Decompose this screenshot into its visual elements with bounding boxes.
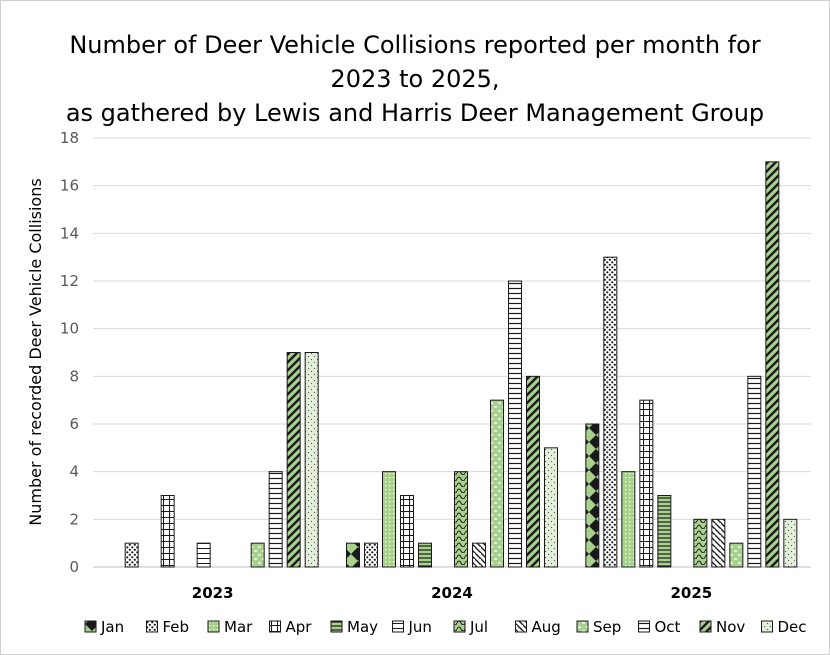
legend-label-Jul: Jul — [469, 618, 488, 636]
bar-2024-May — [418, 542, 432, 568]
legend-swatch-Feb — [146, 620, 158, 633]
bar-2023-Oct — [268, 471, 283, 568]
legend-label-Jun: Jun — [408, 618, 432, 636]
bar-2025-Apr — [639, 399, 654, 568]
legend-label-Dec: Dec — [778, 618, 807, 636]
chart-title: Number of Deer Vehicle Collisions report… — [66, 31, 764, 127]
bar-2024-Sep — [490, 399, 504, 568]
bar-2024-Mar — [382, 471, 396, 568]
legend-swatch-Dec — [761, 620, 773, 633]
bar-2025-Jan — [585, 423, 600, 568]
y-axis-ticks: 0 2 4 6 8 10 12 14 16 18 — [60, 129, 79, 576]
gridlines — [93, 137, 811, 568]
legend-swatch-Jun — [392, 620, 404, 633]
x-axis-categories: 2023 2024 2025 — [192, 584, 712, 602]
legend-label-Mar: Mar — [224, 618, 253, 636]
x-tick-2024: 2024 — [431, 584, 473, 602]
bar-2025-Oct — [747, 375, 762, 568]
title-line-2: 2023 to 2025, — [330, 65, 499, 93]
y-axis-label: Number of recorded Deer Vehicle Collisio… — [26, 178, 45, 525]
bar-2025-Jul — [693, 518, 708, 568]
legend-swatch-Aug — [515, 620, 527, 633]
bar-2024-Jul — [454, 471, 468, 568]
legend-label-Oct: Oct — [655, 618, 681, 636]
legend-swatch-Sep — [576, 620, 589, 633]
legend-swatch-May — [330, 620, 343, 633]
y-tick-18: 18 — [60, 129, 79, 147]
title-line-1: Number of Deer Vehicle Collisions report… — [69, 31, 760, 59]
legend-swatch-Jul — [453, 620, 466, 633]
legend-label-May: May — [347, 618, 378, 636]
legend-label-Jan: Jan — [100, 618, 124, 636]
legend-label-Aug: Aug — [532, 618, 561, 636]
bar-2023-Jun — [196, 542, 211, 568]
bar-2023-Feb — [124, 542, 139, 568]
bar-2023-Sep — [250, 542, 265, 568]
legend-label-Nov: Nov — [716, 618, 745, 636]
legend-swatch-Mar — [207, 620, 220, 633]
y-tick-14: 14 — [60, 224, 79, 242]
bar-2025-Feb — [603, 256, 618, 568]
bar-2025-Mar — [621, 471, 636, 568]
title-line-3: as gathered by Lewis and Harris Deer Man… — [66, 99, 764, 127]
bar-2024-Jan — [346, 542, 360, 568]
bar-2023-Dec — [304, 352, 319, 568]
bar-2025-Nov — [765, 161, 780, 568]
bar-2023-Apr — [160, 495, 175, 568]
bar-2025-Aug — [711, 518, 726, 568]
y-tick-4: 4 — [69, 463, 79, 481]
bar-2024-Feb — [364, 542, 378, 568]
bar-2025-Sep — [729, 542, 744, 568]
legend-swatch-Jan — [84, 620, 97, 633]
y-tick-10: 10 — [60, 320, 79, 338]
legend-swatch-Nov — [699, 620, 712, 633]
bar-2024-Aug — [472, 542, 486, 568]
bar-2025-Dec — [783, 518, 798, 568]
x-tick-2025: 2025 — [670, 584, 712, 602]
legend-swatch-Apr — [269, 620, 281, 633]
legend-swatch-Oct — [638, 620, 650, 633]
bar-2024-Dec — [544, 447, 558, 568]
bar-2024-Nov — [526, 375, 540, 568]
y-tick-16: 16 — [60, 177, 79, 195]
bars — [124, 161, 798, 568]
y-tick-12: 12 — [60, 272, 79, 290]
legend-label-Sep: Sep — [593, 618, 621, 636]
y-tick-2: 2 — [69, 510, 79, 528]
y-tick-8: 8 — [69, 367, 79, 385]
legend: Jan Feb Mar Apr May Jun Jul Aug Sep Oct Nov Dec — [84, 618, 807, 636]
bar-2024-Apr — [400, 495, 414, 568]
legend-label-Apr: Apr — [286, 618, 313, 636]
bar-2024-Oct — [508, 280, 522, 568]
bar-2025-May — [657, 495, 672, 568]
y-tick-6: 6 — [69, 415, 79, 433]
x-tick-2023: 2023 — [192, 584, 234, 602]
legend-label-Feb: Feb — [163, 618, 190, 636]
y-tick-0: 0 — [69, 558, 79, 576]
bar-2023-Nov — [286, 352, 301, 568]
